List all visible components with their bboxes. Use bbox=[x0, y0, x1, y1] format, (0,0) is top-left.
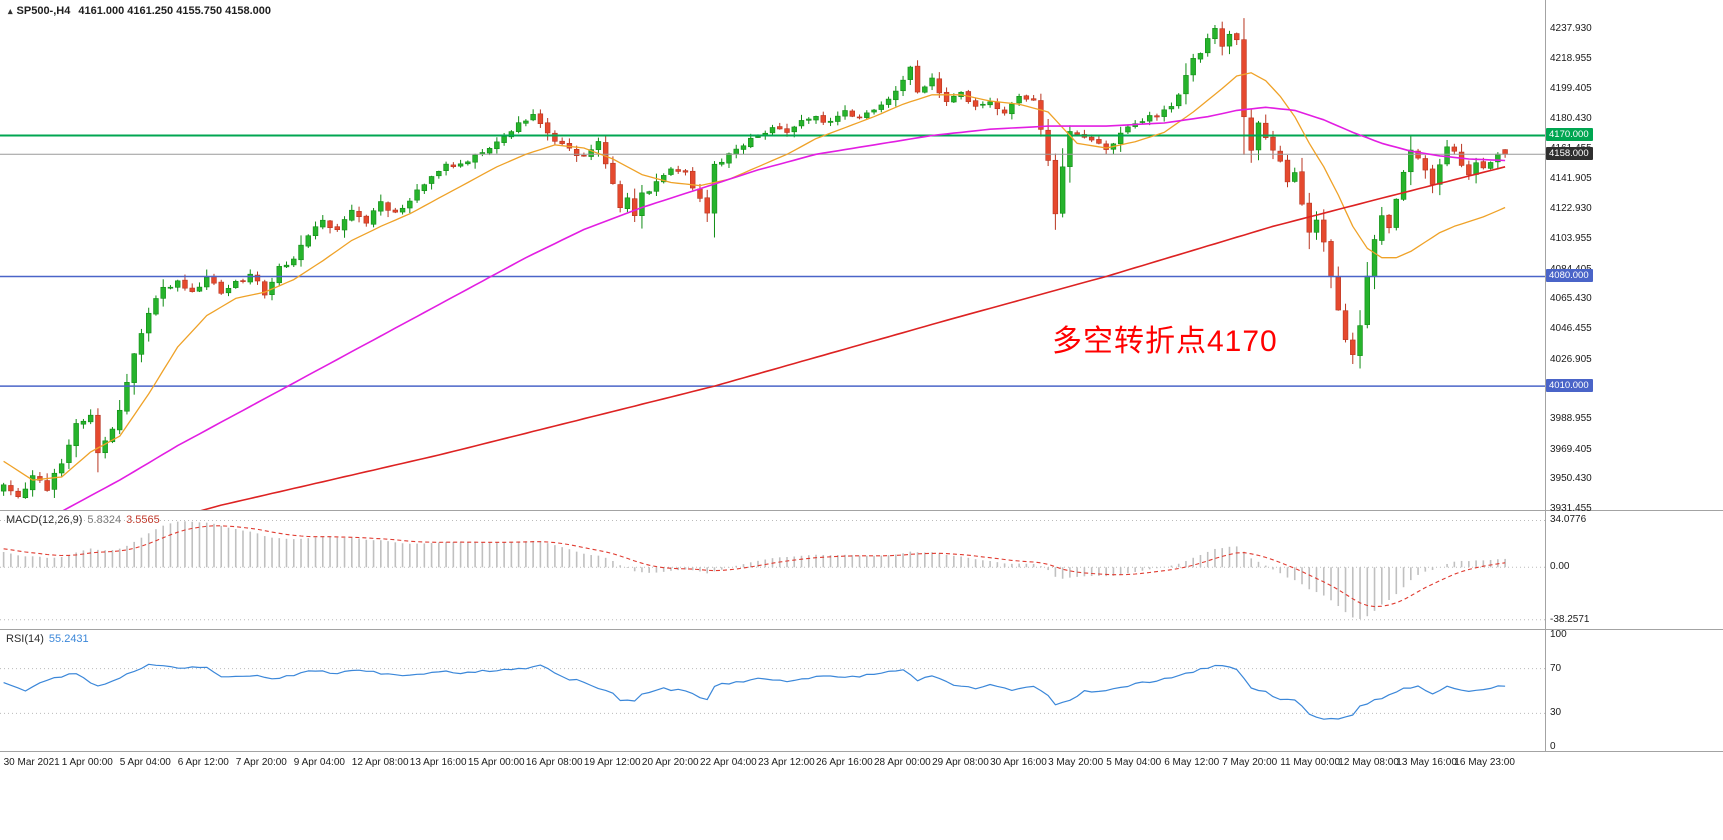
symbol-period-label: SP500-,H4 bbox=[17, 5, 71, 17]
time-axis-tick: 11 May 00:00 bbox=[1280, 757, 1340, 768]
time-axis-tick: 15 Apr 00:00 bbox=[468, 757, 525, 768]
time-axis-tick: 7 Apr 20:00 bbox=[236, 757, 287, 768]
rsi-axis-tick: 30 bbox=[1550, 707, 1561, 719]
macd-name: MACD(12,26,9) bbox=[6, 514, 82, 526]
time-axis-tick: 23 Apr 12:00 bbox=[758, 757, 815, 768]
price-level-tag: 4010.000 bbox=[1546, 379, 1593, 392]
time-axis-tick: 6 May 12:00 bbox=[1164, 757, 1219, 768]
rsi-axis-tick: 100 bbox=[1550, 629, 1567, 641]
price-axis-tick: 4026.905 bbox=[1550, 354, 1592, 366]
price-panel[interactable]: ▴ SP500-,H4 4161.000 4161.250 4155.750 415… bbox=[0, 0, 1545, 510]
macd-axis[interactable]: 34.0776 0.00 -38.2571 bbox=[1546, 511, 1722, 629]
macd-axis-tick: 0.00 bbox=[1550, 561, 1569, 573]
rsi-axis-tick: 0 bbox=[1550, 741, 1556, 753]
price-axis-tick: 3950.430 bbox=[1550, 473, 1592, 485]
macd-panel[interactable]: MACD(12,26,9) 5.8324 3.5565 bbox=[0, 511, 1545, 629]
time-axis-tick: 28 Apr 00:00 bbox=[874, 757, 931, 768]
chart-title: ▴ SP500-,H4 4161.000 4161.250 4155.750 415… bbox=[8, 5, 271, 17]
rsi-label: RSI(14) 55.2431 bbox=[6, 633, 94, 645]
trading-chart-window: ▴ SP500-,H4 4161.000 4161.250 4155.750 415… bbox=[0, 0, 1723, 840]
price-axis-tick: 4122.930 bbox=[1550, 203, 1592, 215]
time-axis-tick: 20 Apr 20:00 bbox=[642, 757, 699, 768]
price-axis-tick: 4180.430 bbox=[1550, 113, 1592, 125]
time-axis-tick: 26 Apr 16:00 bbox=[816, 757, 873, 768]
price-axis-tick: 4218.955 bbox=[1550, 53, 1592, 65]
price-axis-tick: 4046.455 bbox=[1550, 323, 1592, 335]
time-axis-tick: 22 Apr 04:00 bbox=[700, 757, 757, 768]
rsi-chart[interactable] bbox=[0, 630, 1545, 751]
price-axis-tick: 3988.955 bbox=[1550, 413, 1592, 425]
rsi-name: RSI(14) bbox=[6, 633, 44, 645]
time-axis-tick: 19 Apr 12:00 bbox=[584, 757, 641, 768]
price-axis-tick: 4065.430 bbox=[1550, 293, 1592, 305]
macd-axis-tick: 34.0776 bbox=[1550, 514, 1586, 526]
time-axis-tick: 6 Apr 12:00 bbox=[178, 757, 229, 768]
price-axis-tick: 3969.405 bbox=[1550, 444, 1592, 456]
rsi-axis-tick: 70 bbox=[1550, 663, 1561, 675]
time-axis-tick: 12 Apr 08:00 bbox=[352, 757, 409, 768]
candlestick-chart[interactable] bbox=[0, 0, 1545, 510]
time-axis-tick: 30 Mar 2021 bbox=[4, 757, 60, 768]
chart-annotation: 多空转折点4170 bbox=[1052, 316, 1278, 360]
macd-main-value: 5.8324 bbox=[87, 514, 121, 526]
price-axis-tick: 4199.405 bbox=[1550, 83, 1592, 95]
price-level-tag: 4170.000 bbox=[1546, 128, 1593, 141]
time-axis-tick: 29 Apr 08:00 bbox=[932, 757, 989, 768]
rsi-value: 55.2431 bbox=[49, 633, 89, 645]
rsi-axis[interactable]: 100 70 30 0 bbox=[1546, 630, 1722, 751]
macd-axis-tick: -38.2571 bbox=[1550, 614, 1589, 626]
symbol-icon: ▴ bbox=[8, 6, 13, 16]
time-axis-tick: 5 Apr 04:00 bbox=[120, 757, 171, 768]
ohlc-values: 4161.000 4161.250 4155.750 4158.000 bbox=[78, 5, 271, 17]
time-axis[interactable]: 30 Mar 20211 Apr 00:00 5 Apr 04:00 6 Apr 1… bbox=[0, 752, 1545, 775]
price-level-tag: 4158.000 bbox=[1546, 147, 1593, 160]
macd-signal-value: 3.5565 bbox=[126, 514, 160, 526]
price-axis-tick: 4141.905 bbox=[1550, 173, 1592, 185]
time-axis-tick: 13 Apr 16:00 bbox=[410, 757, 467, 768]
time-axis-tick: 16 May 23:00 bbox=[1454, 757, 1515, 768]
macd-label: MACD(12,26,9) 5.8324 3.5565 bbox=[6, 514, 165, 526]
rsi-panel[interactable]: RSI(14) 55.2431 bbox=[0, 630, 1545, 751]
time-axis-tick: 7 May 20:00 bbox=[1222, 757, 1277, 768]
time-axis-tick: 1 Apr 00:00 bbox=[62, 757, 113, 768]
time-axis-tick: 16 Apr 08:00 bbox=[526, 757, 583, 768]
time-axis-tick: 5 May 04:00 bbox=[1106, 757, 1161, 768]
time-axis-tick: 9 Apr 04:00 bbox=[294, 757, 345, 768]
time-axis-tick: 12 May 08:00 bbox=[1338, 757, 1399, 768]
footer-area bbox=[0, 775, 1723, 840]
time-axis-tick: 3 May 20:00 bbox=[1048, 757, 1103, 768]
time-axis-tick: 13 May 16:00 bbox=[1396, 757, 1457, 768]
price-axis-tick: 4237.930 bbox=[1550, 23, 1592, 35]
price-level-tag: 4080.000 bbox=[1546, 269, 1593, 282]
price-axis[interactable]: 4237.9304218.9554199.4054180.4304161.455… bbox=[1546, 0, 1722, 510]
time-axis-tick: 30 Apr 16:00 bbox=[990, 757, 1047, 768]
price-axis-tick: 4103.955 bbox=[1550, 233, 1592, 245]
macd-chart[interactable] bbox=[0, 511, 1545, 629]
